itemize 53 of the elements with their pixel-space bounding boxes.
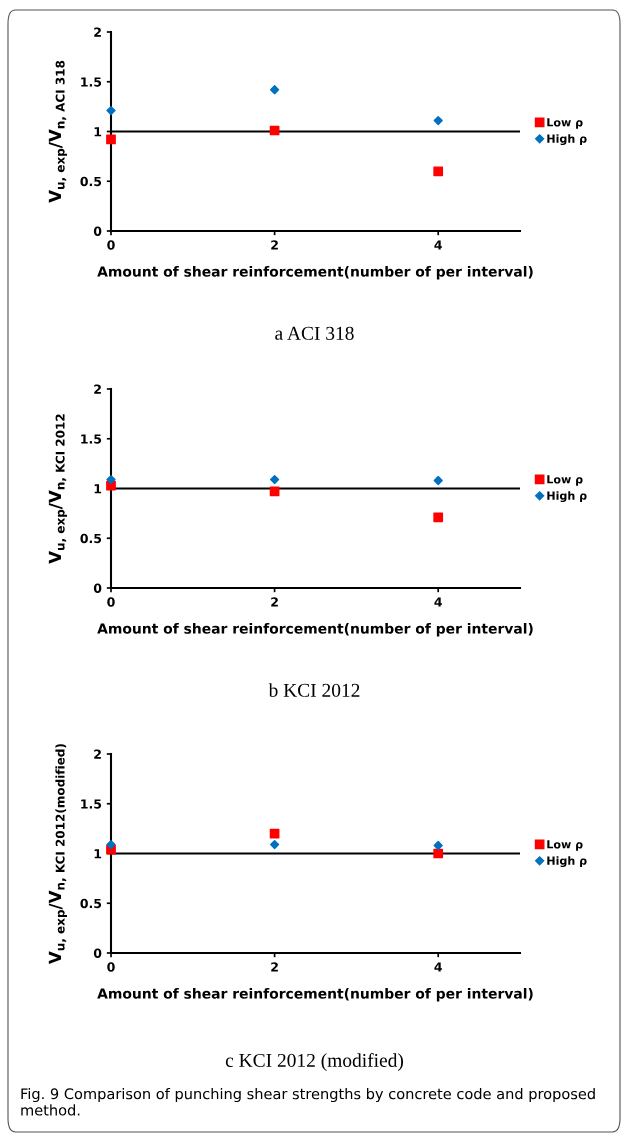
x-tick-label: 4 [434, 962, 442, 972]
x-tick-label: 2 [271, 240, 278, 250]
point [269, 839, 280, 850]
y-axis-title: Vu, exp/Vn, KCI 2012 [48, 414, 67, 564]
point [433, 848, 444, 859]
legend-label: High ρ [547, 491, 587, 503]
point [106, 839, 116, 850]
point [433, 840, 443, 851]
y-tick-label: 0 [93, 583, 102, 593]
y-tick-label: 1 [94, 849, 102, 859]
text: b KCI 2012 [268, 683, 360, 697]
y-tick-label: 0 [93, 948, 102, 958]
legend-label: Low ρ [547, 475, 583, 486]
point [106, 134, 116, 145]
y-tick-label: 2 [94, 27, 101, 37]
x-axis-title: Amount of shear reinforcement(number of per interval) [97, 623, 533, 637]
y-axis-title: Vu, exp/Vn, KCI 2012(modified) [48, 744, 67, 965]
point [433, 166, 444, 177]
y-tick-label: 1 [94, 484, 102, 494]
y-tick-label: 0.5 [80, 533, 102, 544]
y-tick-label: 0.5 [80, 176, 102, 187]
point [269, 85, 280, 95]
y-axis-title: Vu, exp/Vn, ACI 318 [48, 60, 67, 203]
point [433, 475, 443, 486]
x-tick-label: 4 [434, 597, 442, 607]
x-axis-title: Amount of shear reinforcement(number of per interval) [97, 266, 533, 280]
point [106, 474, 116, 485]
text: c KCI 2012 (modified) [225, 1053, 404, 1071]
point [433, 115, 443, 126]
y-tick-label: 1.5 [81, 434, 102, 444]
x-tick-label: 2 [271, 597, 278, 607]
legend-label: High ρ [547, 856, 587, 868]
text: a ACI 318 [275, 326, 354, 340]
x-tick-label: 0 [107, 240, 115, 250]
y-tick-label: 0.5 [80, 898, 102, 909]
caption: Fig. 9 Comparison of punching shear strengths by concrete code and proposed method. [21, 1088, 595, 1116]
x-tick-label: 0 [107, 962, 115, 972]
y-tick-label: 1.5 [81, 799, 102, 809]
point [269, 474, 280, 485]
legend-label: High ρ [547, 134, 587, 146]
x-tick-label: 0 [107, 597, 115, 607]
legend-label: Low ρ [547, 840, 583, 851]
y-tick-label: 1 [94, 127, 102, 137]
point [433, 512, 444, 523]
x-tick-label: 2 [271, 962, 278, 972]
legend-label: Low ρ [547, 118, 583, 129]
x-axis-title: Amount of shear reinforcement(number of per interval) [97, 988, 533, 1002]
y-tick-label: 1.5 [81, 77, 102, 87]
y-tick-label: 0 [93, 226, 102, 236]
x-tick-label: 4 [434, 240, 442, 250]
point [106, 105, 116, 116]
y-tick-label: 2 [94, 384, 101, 394]
y-tick-label: 2 [94, 749, 101, 759]
